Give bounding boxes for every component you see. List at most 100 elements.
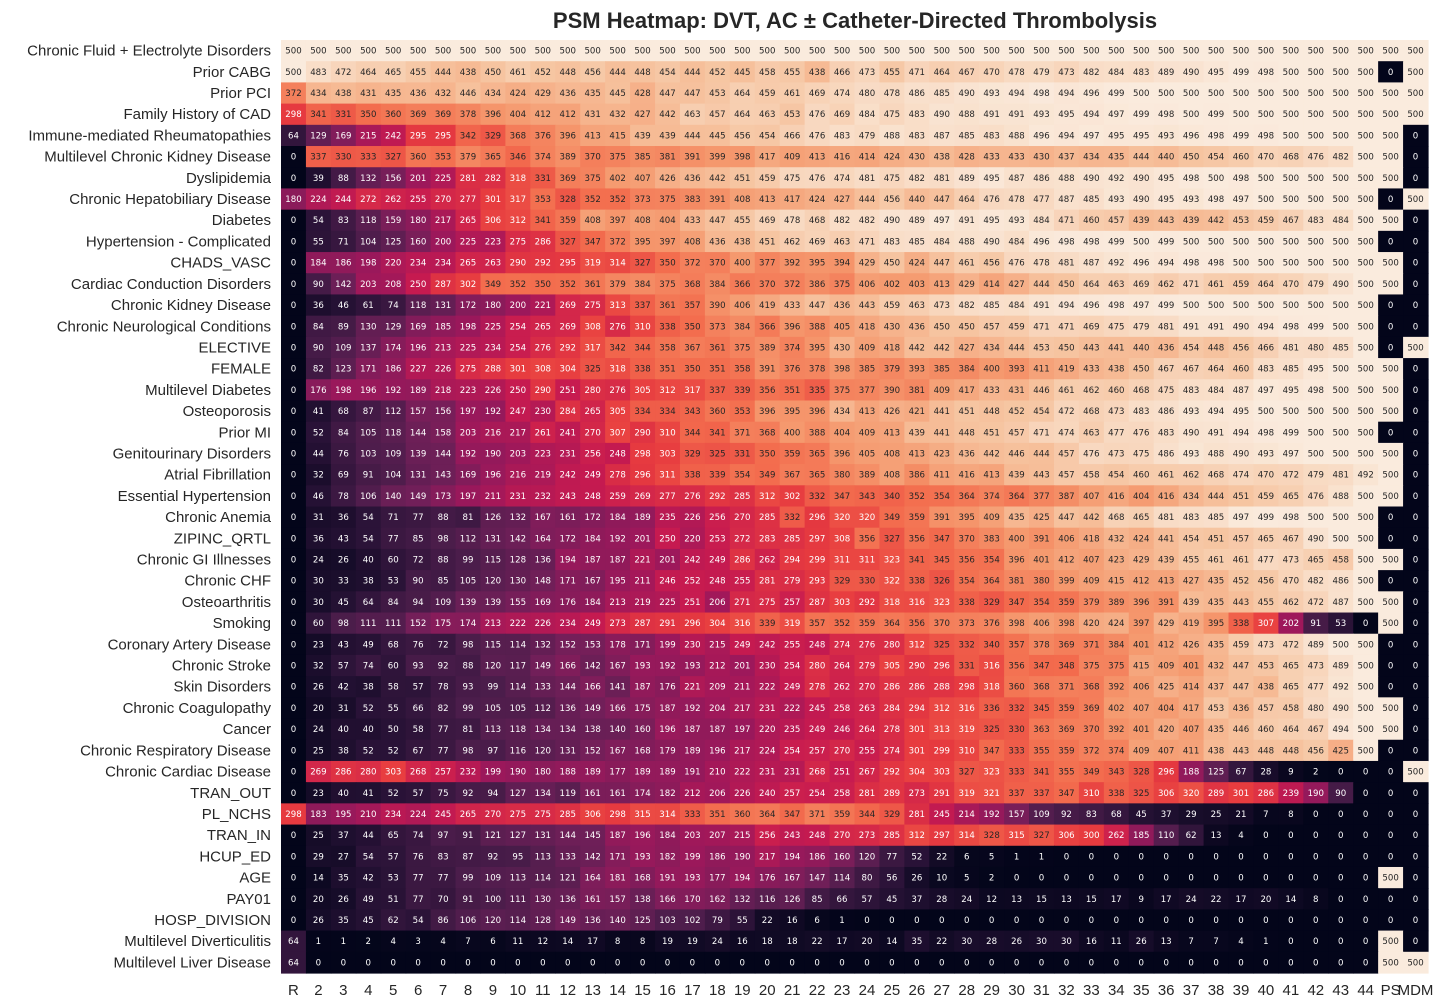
- cell-value-label: 184: [584, 534, 600, 544]
- cell-value-label: 471: [1033, 322, 1049, 332]
- cell-value-label: 166: [659, 895, 675, 905]
- cell-value-label: 440: [1158, 153, 1174, 163]
- cell-value-label: 49: [363, 895, 374, 905]
- cell-value-label: 275: [510, 810, 526, 820]
- cell-value-label: 429: [1158, 619, 1174, 629]
- cell-value-label: 262: [759, 556, 775, 566]
- cell-value-label: 436: [560, 89, 576, 99]
- cell-value-label: 196: [634, 831, 650, 841]
- cell-value-label: 267: [859, 768, 875, 778]
- column-label: 12: [559, 982, 576, 999]
- cell-value-label: 500: [1357, 237, 1373, 247]
- cell-value-label: 248: [809, 640, 825, 650]
- heatmap-cell: [380, 146, 407, 168]
- column-label: 40: [1258, 982, 1275, 999]
- cell-value-label: 280: [360, 768, 376, 778]
- cell-value-label: 317: [584, 343, 600, 353]
- cell-value-label: 234: [560, 619, 576, 629]
- cell-value-label: 433: [784, 301, 800, 311]
- heatmap-cell: [1228, 103, 1255, 126]
- cell-value-label: 62: [1186, 831, 1197, 841]
- cell-value-label: 391: [1033, 534, 1049, 544]
- cell-value-label: 379: [1083, 598, 1099, 608]
- cell-value-label: 400: [1008, 534, 1024, 544]
- heatmap-cell: [1153, 40, 1180, 62]
- cell-value-label: 280: [584, 386, 600, 396]
- cell-value-label: 499: [1108, 89, 1124, 99]
- heatmap-cell: [1353, 82, 1379, 105]
- cell-value-label: 298: [634, 449, 650, 459]
- cell-value-label: 361: [709, 343, 725, 353]
- cell-value-label: 19: [662, 937, 673, 947]
- cell-value-label: 192: [983, 810, 999, 820]
- cell-value-label: 269: [634, 492, 650, 502]
- cell-value-label: 378: [1033, 640, 1049, 650]
- cell-value-label: 402: [609, 174, 625, 184]
- cell-value-label: 0: [1313, 852, 1318, 862]
- cell-value-label: 413: [859, 407, 875, 417]
- cell-value-label: 277: [659, 492, 675, 502]
- cell-value-label: 196: [410, 343, 426, 353]
- cell-value-label: 276: [609, 386, 625, 396]
- cell-value-label: 317: [510, 195, 526, 205]
- cell-value-label: 500: [1308, 68, 1324, 78]
- cell-value-label: 500: [1382, 153, 1398, 163]
- cell-value-label: 24: [1186, 895, 1197, 905]
- heatmap-cell: [330, 167, 357, 190]
- cell-value-label: 1: [341, 937, 346, 947]
- cell-value-label: 378: [460, 110, 476, 120]
- cell-value-label: 28: [986, 937, 997, 947]
- cell-value-label: 500: [1357, 47, 1373, 57]
- cell-value-label: 105: [485, 704, 501, 714]
- cell-value-label: 356: [959, 556, 975, 566]
- cell-value-label: 370: [934, 619, 950, 629]
- cell-value-label: 500: [1382, 259, 1398, 269]
- cell-value-label: 317: [684, 386, 700, 396]
- cell-value-label: 375: [609, 153, 625, 163]
- heatmap-cell: [1103, 167, 1130, 190]
- cell-value-label: 500: [1258, 174, 1274, 184]
- cell-value-label: 448: [1208, 343, 1224, 353]
- cell-value-label: 275: [535, 810, 551, 820]
- cell-value-label: 255: [859, 746, 875, 756]
- cell-value-label: 195: [609, 577, 625, 587]
- cell-value-label: 484: [1033, 216, 1049, 226]
- cell-value-label: 375: [659, 195, 675, 205]
- heatmap-cell: [754, 103, 781, 126]
- cell-value-label: 500: [1233, 259, 1249, 269]
- cell-value-label: 500: [1208, 301, 1224, 311]
- cell-value-label: 305: [634, 386, 650, 396]
- cell-value-label: 0: [1338, 852, 1343, 862]
- cell-value-label: 445: [609, 89, 625, 99]
- heatmap-cell: [1004, 103, 1030, 126]
- cell-value-label: 277: [460, 195, 476, 205]
- cell-value-label: 0: [1064, 916, 1069, 926]
- cell-value-label: 0: [1338, 958, 1343, 968]
- cell-value-label: 372: [1083, 746, 1099, 756]
- cell-value-label: 50: [388, 725, 399, 735]
- cell-value-label: 415: [609, 131, 625, 141]
- cell-value-label: 365: [485, 153, 501, 163]
- row-label: Chronic Respiratory Disease: [80, 742, 271, 759]
- heatmap-cell: [281, 103, 307, 126]
- row-label: ELECTIVE: [198, 339, 271, 356]
- cell-value-label: 455: [1183, 556, 1199, 566]
- heatmap-cell: [904, 40, 930, 62]
- cell-value-label: 276: [859, 640, 875, 650]
- cell-value-label: 388: [809, 428, 825, 438]
- cell-value-label: 343: [1108, 768, 1124, 778]
- cell-value-label: 493: [1183, 449, 1199, 459]
- cell-value-label: 115: [485, 556, 501, 566]
- cell-value-label: 406: [859, 280, 875, 290]
- cell-value-label: 130: [535, 895, 551, 905]
- cell-value-label: 500: [1382, 386, 1398, 396]
- cell-value-label: 455: [734, 216, 750, 226]
- cell-value-label: 369: [1058, 640, 1074, 650]
- heatmap-cell: [330, 124, 357, 147]
- cell-value-label: 316: [959, 704, 975, 714]
- cell-value-label: 486: [1158, 449, 1174, 459]
- heatmap-cell: [430, 103, 457, 126]
- heatmap-cell: [380, 103, 407, 126]
- cell-value-label: 482: [1308, 577, 1324, 587]
- cell-value-label: 432: [435, 89, 451, 99]
